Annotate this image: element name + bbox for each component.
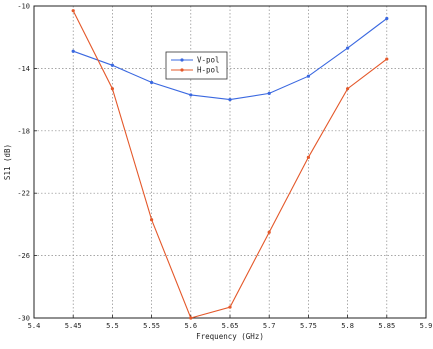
x-tick-label: 5.8	[341, 322, 354, 330]
legend-label-h-pol: H-pol	[197, 66, 220, 75]
y-tick-label: -14	[17, 65, 30, 73]
x-tick-label: 5.55	[143, 322, 160, 330]
data-point-h-pol	[110, 87, 114, 91]
x-tick-label: 5.65	[222, 322, 239, 330]
y-tick-label: -10	[17, 3, 30, 11]
x-axis-label: Frequency (GHz)	[196, 332, 264, 341]
data-point-h-pol	[150, 218, 154, 222]
data-point-h-pol	[346, 87, 350, 91]
data-point-v-pol	[150, 80, 154, 85]
data-point-v-pol	[110, 63, 114, 67]
data-point-h-pol	[385, 57, 389, 61]
x-tick-label: 5.4	[28, 322, 41, 330]
x-tick-label: 5.6	[184, 322, 197, 330]
x-tick-label: 5.75	[300, 322, 317, 330]
series-lines	[71, 9, 389, 320]
data-point-v-pol	[346, 46, 350, 50]
x-tick-label: 5.5	[106, 322, 119, 330]
data-point-v-pol	[228, 98, 232, 102]
data-point-v-pol	[385, 16, 389, 21]
data-point-v-pol	[189, 93, 193, 97]
y-axis-label: S11 (dB)	[3, 144, 12, 180]
y-tick-label: -26	[17, 252, 30, 260]
x-tick-label: 5.45	[65, 322, 82, 330]
data-point-v-pol	[306, 74, 310, 78]
data-point-v-pol	[267, 91, 271, 95]
legend-box	[165, 51, 228, 80]
data-point-h-pol	[71, 9, 75, 13]
legend-marker-v-pol	[180, 58, 184, 62]
data-point-h-pol	[306, 155, 310, 159]
x-tick-label: 5.7	[263, 322, 276, 330]
data-point-h-pol	[228, 305, 232, 309]
data-point-h-pol	[267, 230, 271, 234]
data-point-v-pol	[71, 49, 75, 53]
x-tick-label: 5.85	[378, 322, 395, 330]
grid	[34, 6, 426, 318]
y-tick-label: -22	[17, 190, 30, 198]
y-tick-label: -18	[17, 127, 30, 135]
y-tick-label: -30	[17, 315, 30, 323]
legend-label-v-pol: V-pol	[197, 56, 220, 65]
axis-ticks: 5.4 5.45 5.5 5.55 5.6 5.65 5.7 5.75 5.8 5.85 5.9 -3…	[17, 3, 432, 331]
legend-marker-h-pol	[180, 68, 184, 72]
data-point-h-pol	[189, 316, 193, 320]
x-tick-label: 5.9	[420, 322, 433, 330]
